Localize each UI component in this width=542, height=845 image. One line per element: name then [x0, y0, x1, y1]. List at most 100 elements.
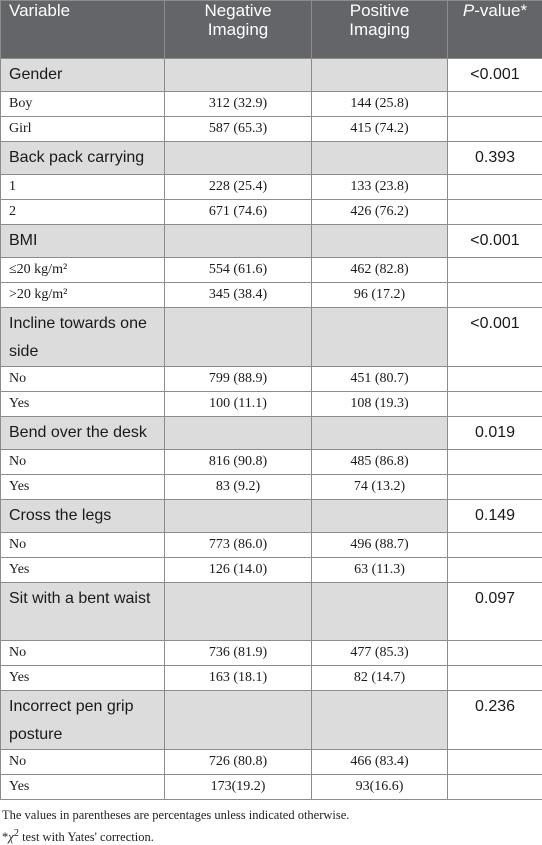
footnote-chi-symbol: χ — [8, 830, 14, 845]
negative-count: 799 (88.9) — [164, 366, 312, 392]
group-p-value: 0.236 — [447, 690, 542, 750]
empty-p-cell — [447, 116, 542, 142]
category-row: >20 kg/m² 345 (38.4) 96 (17.2) — [0, 282, 542, 308]
empty-p-cell — [447, 774, 542, 800]
category-label: Yes — [0, 774, 165, 800]
positive-count: 74 (13.2) — [311, 474, 448, 500]
group-label: Sit with a bent waist — [0, 582, 165, 641]
header-negative-line1: Negative — [204, 1, 272, 20]
category-row: Yes 126 (14.0) 63 (11.3) — [0, 557, 542, 583]
group-empty-positive — [311, 582, 448, 641]
footnote-test-text: test with Yates' correction. — [18, 830, 154, 845]
empty-p-cell — [447, 174, 542, 200]
footnote-percentages: The values in parentheses are percentage… — [2, 808, 350, 822]
group-label: Back pack carrying — [0, 141, 165, 175]
category-label: Yes — [0, 557, 165, 583]
group-empty-positive — [311, 416, 448, 450]
group-row: Incline towards one side <0.001 — [0, 307, 542, 367]
empty-p-cell — [447, 474, 542, 500]
empty-p-cell — [447, 391, 542, 417]
group-p-value: <0.001 — [447, 307, 542, 367]
negative-count: 554 (61.6) — [164, 257, 312, 283]
group-empty-negative — [164, 307, 312, 367]
negative-count: 100 (11.1) — [164, 391, 312, 417]
category-row: Yes 163 (18.1) 82 (14.7) — [0, 665, 542, 691]
group-row: Incorrect pen grip posture 0.236 — [0, 690, 542, 750]
footnote-chi-square: *χ2 test with Yates' correction. — [2, 828, 154, 845]
positive-count: 426 (76.2) — [311, 199, 448, 225]
group-label: Incorrect pen grip posture — [0, 690, 165, 750]
group-empty-negative — [164, 58, 312, 92]
category-row: No 773 (86.0) 496 (88.7) — [0, 532, 542, 558]
group-row: BMI <0.001 — [0, 224, 542, 258]
empty-p-cell — [447, 199, 542, 225]
positive-count: 485 (86.8) — [311, 449, 448, 475]
negative-count: 345 (38.4) — [164, 282, 312, 308]
group-label: BMI — [0, 224, 165, 258]
category-row: Girl 587 (65.3) 415 (74.2) — [0, 116, 542, 142]
positive-count: 144 (25.8) — [311, 91, 448, 117]
category-label: No — [0, 366, 165, 392]
empty-p-cell — [447, 257, 542, 283]
positive-count: 415 (74.2) — [311, 116, 448, 142]
group-p-value: <0.001 — [447, 224, 542, 258]
group-empty-positive — [311, 307, 448, 367]
positive-count: 466 (83.4) — [311, 749, 448, 775]
group-empty-positive — [311, 141, 448, 175]
empty-p-cell — [447, 532, 542, 558]
group-row: Bend over the desk 0.019 — [0, 416, 542, 450]
footnote-chi-exponent: 2 — [13, 828, 19, 839]
category-row: Yes 173(19.2) 93(16.6) — [0, 774, 542, 800]
positive-count: 477 (85.3) — [311, 640, 448, 666]
negative-count: 228 (25.4) — [164, 174, 312, 200]
group-p-value: 0.393 — [447, 141, 542, 175]
negative-count: 163 (18.1) — [164, 665, 312, 691]
category-row: No 726 (80.8) 466 (83.4) — [0, 749, 542, 775]
group-row: Gender <0.001 — [0, 58, 542, 92]
header-p-italic: P — [462, 1, 475, 20]
empty-p-cell — [447, 366, 542, 392]
footnote-asterisk: * — [2, 830, 9, 845]
category-row: No 816 (90.8) 485 (86.8) — [0, 449, 542, 475]
positive-count: 108 (19.3) — [311, 391, 448, 417]
empty-p-cell — [447, 749, 542, 775]
positive-count: 82 (14.7) — [311, 665, 448, 691]
group-label: Bend over the desk — [0, 416, 165, 450]
category-row: No 799 (88.9) 451 (80.7) — [0, 366, 542, 392]
negative-count: 816 (90.8) — [164, 449, 312, 475]
header-negative-imaging: Negative Imaging — [164, 0, 312, 59]
group-empty-negative — [164, 582, 312, 641]
header-negative-line2: Imaging — [207, 20, 269, 39]
negative-count: 671 (74.6) — [164, 199, 312, 225]
group-empty-positive — [311, 58, 448, 92]
category-row: 2 671 (74.6) 426 (76.2) — [0, 199, 542, 225]
group-empty-positive — [311, 499, 448, 533]
category-label: Boy — [0, 91, 165, 117]
category-label: Yes — [0, 665, 165, 691]
header-variable: Variable — [0, 0, 165, 59]
category-label: ≤20 kg/m² — [0, 257, 165, 283]
category-row: ≤20 kg/m² 554 (61.6) 462 (82.8) — [0, 257, 542, 283]
category-row: Yes 83 (9.2) 74 (13.2) — [0, 474, 542, 500]
category-row: No 736 (81.9) 477 (85.3) — [0, 640, 542, 666]
empty-p-cell — [447, 640, 542, 666]
group-p-value: 0.097 — [447, 582, 542, 641]
group-label: Cross the legs — [0, 499, 165, 533]
category-label: No — [0, 532, 165, 558]
header-positive-line2: Imaging — [349, 20, 410, 39]
group-p-value: 0.019 — [447, 416, 542, 450]
empty-p-cell — [447, 557, 542, 583]
positive-count: 462 (82.8) — [311, 257, 448, 283]
category-row: Yes 100 (11.1) 108 (19.3) — [0, 391, 542, 417]
category-label: 2 — [0, 199, 165, 225]
header-p-rest: -value* — [474, 1, 528, 20]
negative-count: 726 (80.8) — [164, 749, 312, 775]
category-label: Girl — [0, 116, 165, 142]
category-label: No — [0, 749, 165, 775]
positive-count: 496 (88.7) — [311, 532, 448, 558]
negative-count: 312 (32.9) — [164, 91, 312, 117]
group-empty-negative — [164, 690, 312, 750]
negative-count: 173(19.2) — [164, 774, 312, 800]
group-empty-negative — [164, 416, 312, 450]
category-label: No — [0, 640, 165, 666]
